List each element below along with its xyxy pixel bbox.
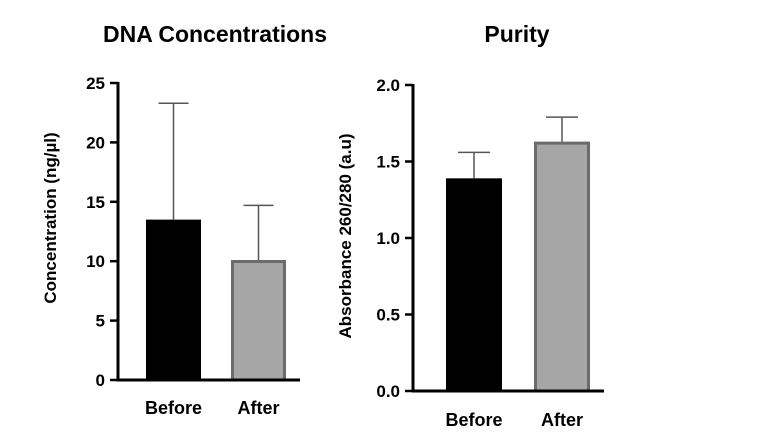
dna-concentration-chart: DNA Concentrations Concentration (ng/µl)… [41,21,327,418]
y-tick-label: 0.0 [376,382,400,401]
y-tick-label: 1.5 [376,153,400,172]
y-tick-label: 15 [86,193,105,212]
y-tick-label: 0 [96,371,105,390]
y-tick-label: 20 [86,133,105,152]
y-tick-label: 2.0 [376,76,400,95]
bar-before [146,219,201,382]
purity-chart: Purity Absorbance 260/280 (a.u) Before Af… [336,21,604,430]
y-tick-label: 0.5 [376,306,400,325]
category-label: Before [445,410,502,430]
chart-title: Purity [484,21,549,47]
y-tick-label: 10 [86,252,105,271]
category-label: Before [145,398,202,418]
y-axis-label: Concentration (ng/µl) [41,132,60,303]
category-label: After [541,410,583,430]
y-axis-label: Absorbance 260/280 (a.u) [336,133,355,338]
y-tick-label: 1.0 [376,229,400,248]
y-tick-label: 5 [96,312,105,331]
bar-after [534,141,590,393]
y-tick-label: 25 [86,74,105,93]
bar-after [231,260,286,382]
category-label: After [237,398,279,418]
chart-title: DNA Concentrations [103,21,327,47]
bar-before [446,178,502,393]
